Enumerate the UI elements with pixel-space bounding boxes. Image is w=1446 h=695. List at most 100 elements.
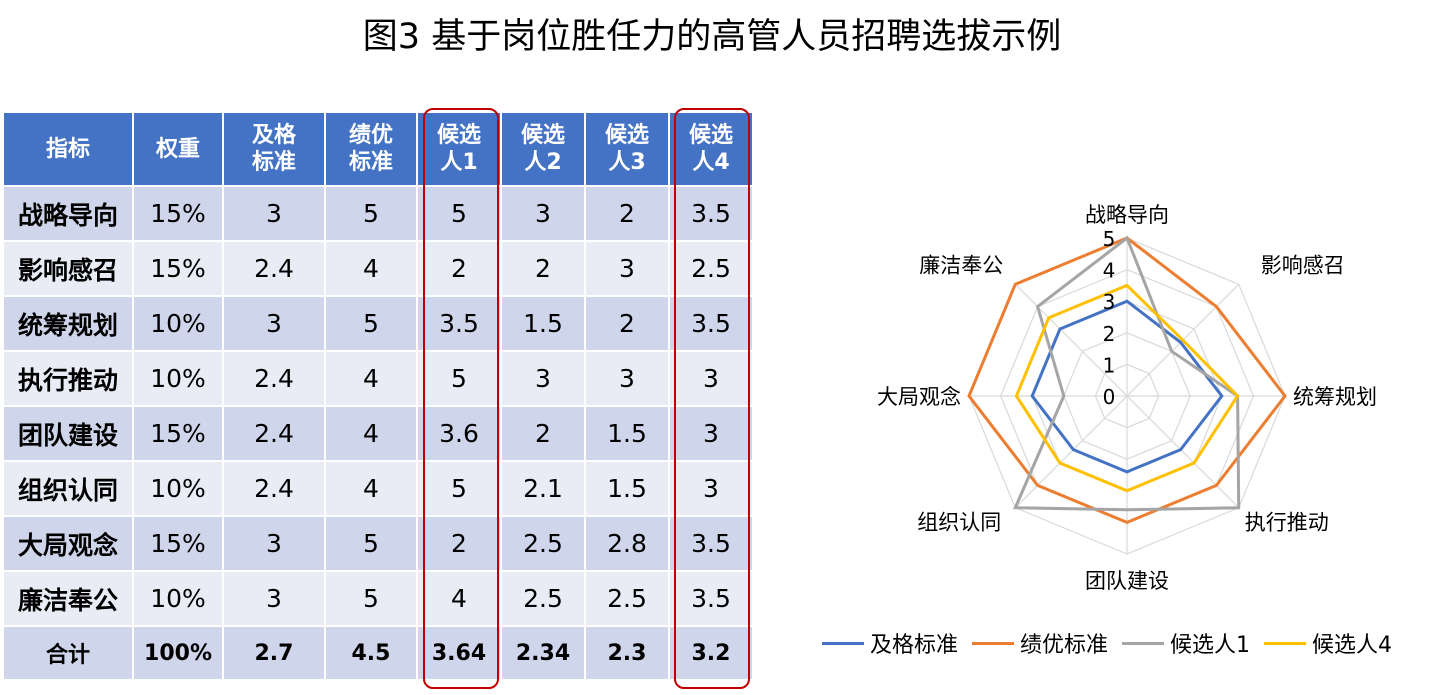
total-value-cell: 2.7 (222, 625, 326, 681)
value-cell: 2 (500, 405, 586, 462)
table-row: 组织认同 10% 2.4 4 5 2.1 1.5 3 (2, 460, 754, 517)
value-cell: 2.4 (222, 350, 326, 407)
candidate4-highlight-box (674, 108, 750, 689)
value-cell: 2.5 (668, 240, 754, 297)
value-cell: 3.5 (668, 295, 754, 352)
total-value-cell: 100% (132, 625, 224, 681)
value-cell: 2.4 (222, 460, 326, 517)
value-cell: 5 (324, 570, 418, 627)
radial-tick-label: 4 (1103, 259, 1116, 283)
header-cell: 候选 人3 (584, 111, 670, 187)
axis-spoke (1014, 395, 1128, 509)
value-cell: 5 (324, 515, 418, 572)
category-label: 影响感召 (1261, 253, 1345, 277)
table-row: 廉洁奉公 10% 3 5 4 2.5 2.5 3.5 (2, 570, 754, 627)
row-label-cell: 执行推动 (2, 350, 134, 407)
legend-swatch (822, 641, 864, 645)
value-cell: 5 (416, 185, 502, 242)
header-cell: 指标 (2, 111, 134, 187)
legend-label: 候选人4 (1312, 633, 1393, 658)
value-cell: 3 (668, 405, 754, 462)
legend-swatch (1122, 641, 1165, 645)
value-cell: 5 (416, 460, 502, 517)
total-label-cell: 合计 (2, 625, 134, 681)
value-cell: 3 (584, 350, 670, 407)
row-label-cell: 影响感召 (2, 240, 134, 297)
legend-item: 及格标准 (822, 627, 958, 659)
value-cell: 3.5 (668, 570, 754, 627)
total-row: 合计 100% 2.7 4.5 3.64 2.34 2.3 3.2 (2, 625, 754, 681)
value-cell: 10% (132, 350, 224, 407)
value-cell: 2 (416, 240, 502, 297)
value-cell: 3 (500, 185, 586, 242)
table-row: 战略导向 15% 3 5 5 3 2 3.5 (2, 185, 754, 242)
value-cell: 3 (500, 350, 586, 407)
header-cell: 候选 人2 (500, 111, 586, 187)
value-cell: 1.5 (500, 295, 586, 352)
header-cell: 权重 (132, 111, 224, 187)
radial-tick-label: 3 (1103, 290, 1116, 314)
value-cell: 2.5 (500, 515, 586, 572)
value-cell: 2 (584, 295, 670, 352)
header-cell: 候选 人4 (668, 111, 754, 187)
table-row: 统筹规划 10% 3 5 3.5 1.5 2 3.5 (2, 295, 754, 352)
value-cell: 2 (500, 240, 586, 297)
value-cell: 10% (132, 295, 224, 352)
table-row: 执行推动 10% 2.4 4 5 3 3 3 (2, 350, 754, 407)
radial-tick-label: 2 (1103, 322, 1116, 346)
value-cell: 5 (416, 350, 502, 407)
value-cell: 3.5 (668, 515, 754, 572)
value-cell: 1.5 (584, 405, 670, 462)
value-cell: 4 (324, 460, 418, 517)
row-label-cell: 战略导向 (2, 185, 134, 242)
value-cell: 3 (222, 295, 326, 352)
row-label-cell: 统筹规划 (2, 295, 134, 352)
total-value-cell: 4.5 (324, 625, 418, 681)
value-cell: 5 (324, 295, 418, 352)
value-cell: 15% (132, 185, 224, 242)
value-cell: 15% (132, 240, 224, 297)
value-cell: 4 (416, 570, 502, 627)
value-cell: 3 (584, 240, 670, 297)
value-cell: 10% (132, 460, 224, 517)
axis-spoke (1126, 395, 1240, 509)
header-cell: 绩优 标准 (324, 111, 418, 187)
row-label-cell: 廉洁奉公 (2, 570, 134, 627)
series-line (1013, 235, 1241, 512)
category-label: 统筹规划 (1293, 385, 1377, 409)
category-label: 组织认同 (917, 511, 1001, 535)
value-cell: 2 (416, 515, 502, 572)
table-row: 大局观念 15% 3 5 2 2.5 2.8 3.5 (2, 515, 754, 572)
total-value-cell: 2.34 (500, 625, 586, 681)
value-cell: 2.1 (500, 460, 586, 517)
radial-tick-label: 1 (1103, 353, 1116, 377)
legend-label: 候选人1 (1170, 633, 1251, 658)
header-cell: 候选 人1 (416, 111, 502, 187)
row-label-cell: 组织认同 (2, 460, 134, 517)
total-value-cell: 3.2 (668, 625, 754, 681)
row-label-cell: 大局观念 (2, 515, 134, 572)
chart-legend: 及格标准 绩优标准 候选人1 候选人4 (822, 628, 1406, 658)
series-line (967, 236, 1287, 525)
value-cell: 3 (668, 350, 754, 407)
value-cell: 4 (324, 350, 418, 407)
radial-tick-label: 5 (1103, 227, 1116, 251)
category-label: 廉洁奉公 (919, 253, 1003, 277)
legend-label: 及格标准 (870, 633, 959, 658)
legend-label: 绩优标准 (1020, 633, 1109, 658)
table-row: 团队建设 15% 2.4 4 3.6 2 1.5 3 (2, 405, 754, 462)
total-value-cell: 2.3 (584, 625, 670, 681)
value-cell: 3.5 (416, 295, 502, 352)
value-cell: 15% (132, 515, 224, 572)
value-cell: 3.5 (668, 185, 754, 242)
axis-spoke (1014, 283, 1128, 397)
value-cell: 10% (132, 570, 224, 627)
value-cell: 3 (668, 460, 754, 517)
category-label: 团队建设 (1085, 569, 1169, 593)
category-label: 执行推动 (1245, 511, 1329, 535)
legend-swatch (972, 641, 1015, 645)
value-cell: 2 (584, 185, 670, 242)
value-cell: 3 (222, 515, 326, 572)
value-cell: 2.8 (584, 515, 670, 572)
